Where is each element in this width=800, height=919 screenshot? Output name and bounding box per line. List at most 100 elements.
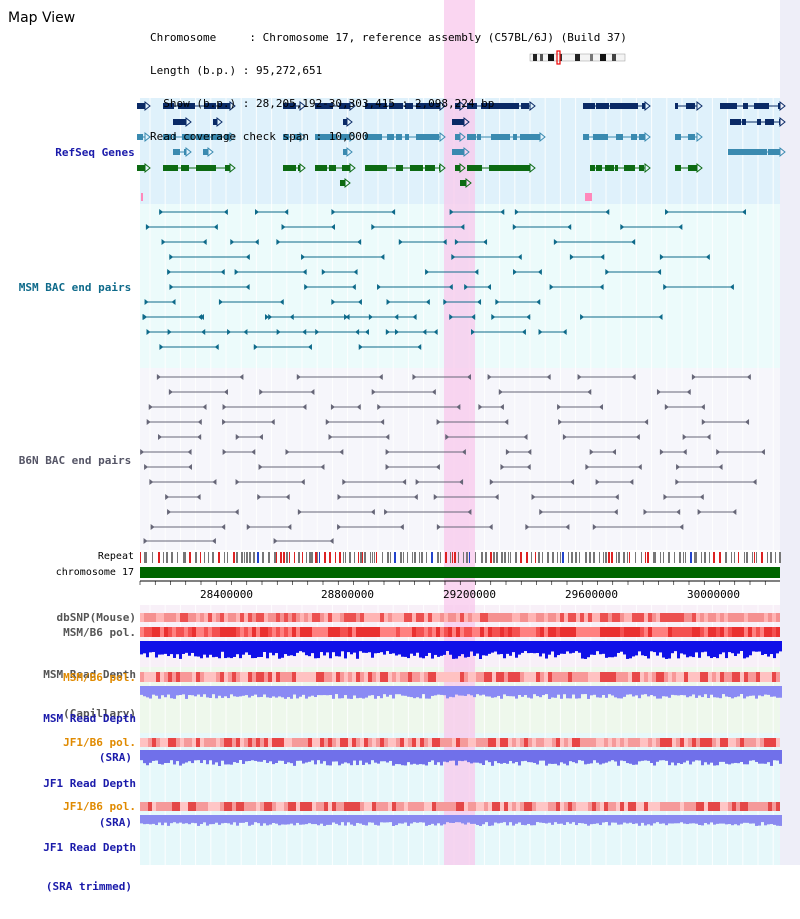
gene-strand-arrow xyxy=(696,131,703,143)
msm-b6-pol-label: MSM/B6 pol. xyxy=(63,626,136,639)
repeat-element xyxy=(616,552,617,563)
gene-exon xyxy=(204,103,216,109)
depth-bar xyxy=(347,686,350,699)
gene-exon xyxy=(506,134,510,140)
depth-bar xyxy=(521,815,524,825)
pol-cell xyxy=(464,627,468,637)
pol-cell xyxy=(496,672,500,682)
track-canvas[interactable] xyxy=(0,0,800,865)
gene-strand-arrow xyxy=(459,131,466,143)
msm-bac-end xyxy=(526,314,531,320)
depth-bar xyxy=(341,750,344,764)
depth-bar xyxy=(677,641,680,659)
depth-bar xyxy=(422,815,425,823)
depth-bar xyxy=(611,641,614,658)
depth-bar xyxy=(185,641,188,653)
b6n-bac-end xyxy=(296,374,301,380)
b6n-bac-end xyxy=(187,449,192,455)
pol-cell xyxy=(752,627,756,637)
gene-exon xyxy=(501,165,513,171)
depth-bar xyxy=(392,686,395,699)
b6n-bac-end xyxy=(384,509,389,515)
pol-cell xyxy=(756,802,760,811)
gene-exon xyxy=(283,103,294,109)
pol-cell xyxy=(172,802,176,811)
pol-cell xyxy=(616,672,620,682)
refseq-marker xyxy=(141,193,143,201)
pol-cell xyxy=(552,802,556,811)
repeat-element xyxy=(317,552,318,563)
depth-bar xyxy=(470,641,473,652)
b6n-bac-end xyxy=(431,389,436,395)
label-line: (SRA trimmed) xyxy=(45,880,132,893)
msm-read-depth-capillary-label: MSM Read Depth (Capillary) xyxy=(0,642,136,746)
depth-bar xyxy=(476,750,479,763)
depth-bar xyxy=(395,750,398,765)
depth-bar xyxy=(206,686,209,698)
gene-exon xyxy=(460,180,466,186)
pol-cell xyxy=(524,738,528,747)
depth-bar xyxy=(155,686,158,696)
depth-bar xyxy=(509,750,512,761)
refseq-genes-label: RefSeq Genes xyxy=(55,146,135,159)
gene-exon xyxy=(211,134,222,140)
b6n-bac-end xyxy=(525,524,530,530)
label-line: (Capillary) xyxy=(63,707,136,720)
pol-cell xyxy=(712,627,716,637)
depth-bar xyxy=(488,815,491,826)
pol-cell xyxy=(692,738,696,747)
pol-cell xyxy=(652,738,656,747)
pol-cell xyxy=(316,802,320,811)
depth-bar xyxy=(392,815,395,826)
depth-bar xyxy=(164,750,167,764)
depth-bar xyxy=(458,641,461,657)
depth-bar xyxy=(593,815,596,824)
msm-bac-end xyxy=(521,329,526,335)
depth-bar xyxy=(683,686,686,696)
depth-bar xyxy=(560,750,563,763)
gene-exon xyxy=(624,165,635,171)
pol-cell xyxy=(764,627,768,637)
pol-cell xyxy=(572,738,576,747)
depth-bar xyxy=(260,815,263,826)
pol-cell xyxy=(508,627,512,637)
pol-cell xyxy=(744,802,748,811)
depth-bar xyxy=(518,641,521,655)
dbsnp-cell xyxy=(228,613,232,622)
b6n-bac-end xyxy=(505,449,510,455)
pol-cell xyxy=(424,802,428,811)
pol-cell xyxy=(432,738,436,747)
depth-bar xyxy=(593,641,596,655)
repeat-element xyxy=(779,552,781,563)
gene-exon xyxy=(384,165,387,171)
repeat-element xyxy=(674,552,675,563)
repeat-element xyxy=(560,552,561,563)
depth-bar xyxy=(437,641,440,657)
depth-bar xyxy=(146,750,149,766)
dbsnp-cell xyxy=(604,613,608,622)
dbsnp-cell xyxy=(224,613,228,622)
depth-bar xyxy=(548,815,551,823)
depth-bar xyxy=(260,750,263,762)
depth-bar xyxy=(761,750,764,764)
pol-cell xyxy=(684,672,688,682)
msm-bac-end xyxy=(223,209,228,215)
pol-cell xyxy=(588,627,592,637)
repeat-element xyxy=(362,552,363,563)
dbsnp-cell xyxy=(668,613,672,622)
msm-bac-end xyxy=(443,299,448,305)
depth-bar xyxy=(662,641,665,658)
depth-bar xyxy=(764,686,767,695)
depth-bar xyxy=(716,686,719,698)
pol-cell xyxy=(276,627,280,637)
repeat-element xyxy=(218,552,220,563)
repeat-element xyxy=(466,552,468,563)
dbsnp-cell xyxy=(576,613,580,622)
depth-bar xyxy=(410,815,413,824)
b6n-bac-end xyxy=(456,404,461,410)
depth-bar xyxy=(578,750,581,761)
depth-bar xyxy=(635,641,638,656)
pol-cell xyxy=(256,627,260,637)
depth-bar xyxy=(746,815,749,823)
ideogram-band xyxy=(533,54,537,61)
